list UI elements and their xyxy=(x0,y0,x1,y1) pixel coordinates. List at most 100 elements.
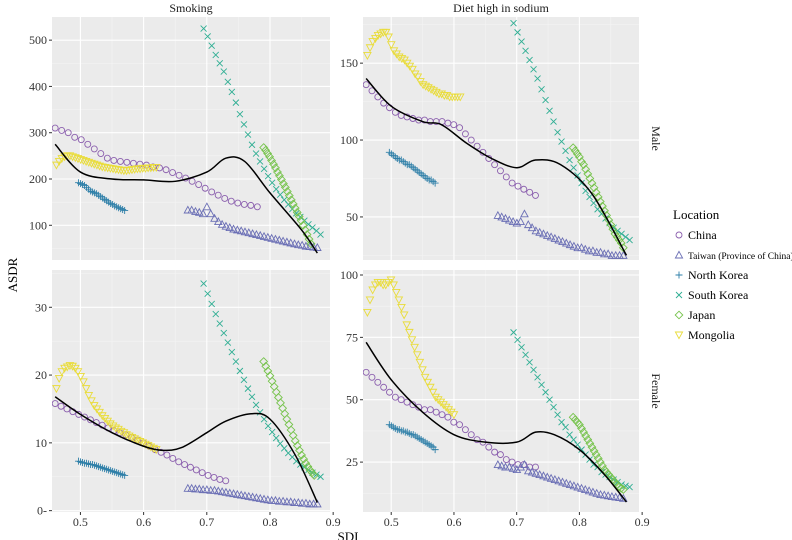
data-point xyxy=(121,206,129,214)
data-point xyxy=(244,385,252,392)
data-point xyxy=(603,491,613,500)
legend-item: North Korea xyxy=(675,268,749,282)
data-point xyxy=(73,155,83,164)
data-point xyxy=(201,184,209,192)
data-point xyxy=(415,358,425,367)
data-point xyxy=(423,378,433,387)
series-south-korea xyxy=(200,25,324,238)
data-point xyxy=(228,88,236,96)
data-point xyxy=(216,320,224,327)
data-point xyxy=(123,158,131,166)
data-point xyxy=(84,140,92,148)
data-point xyxy=(255,230,265,239)
data-point xyxy=(271,234,280,243)
data-point xyxy=(297,450,307,460)
data-point xyxy=(236,110,244,118)
data-point xyxy=(221,487,231,496)
data-point xyxy=(202,485,212,494)
data-point xyxy=(216,59,224,67)
panel-1-1 xyxy=(363,270,643,512)
data-point xyxy=(84,391,94,400)
data-point xyxy=(89,160,99,169)
data-point xyxy=(614,482,624,492)
data-point xyxy=(95,162,104,171)
data-point xyxy=(280,182,290,192)
data-point xyxy=(539,471,548,480)
data-point xyxy=(222,477,230,485)
y-tick-label: 100 xyxy=(29,218,47,232)
data-point xyxy=(248,141,256,149)
data-point xyxy=(127,166,137,175)
data-point xyxy=(208,42,216,50)
data-point xyxy=(546,473,556,482)
data-point xyxy=(491,448,499,456)
data-point xyxy=(596,247,605,256)
legend-item: Mongolia xyxy=(674,328,735,342)
data-point xyxy=(394,296,404,305)
series-north-korea xyxy=(75,457,129,479)
data-point xyxy=(187,463,194,471)
data-point xyxy=(565,240,575,249)
data-point xyxy=(240,227,250,236)
data-point xyxy=(542,388,549,396)
data-point xyxy=(141,164,150,173)
panel-0-1 xyxy=(52,270,334,512)
series-japan xyxy=(568,143,628,253)
column-strip xyxy=(363,0,639,16)
data-point xyxy=(574,420,584,430)
data-point xyxy=(232,358,240,365)
legend-label: Japan xyxy=(688,308,715,322)
data-point xyxy=(169,454,177,462)
data-point xyxy=(206,209,216,218)
data-point xyxy=(514,29,521,36)
data-point xyxy=(363,368,370,376)
data-point xyxy=(292,441,302,451)
series-japan xyxy=(259,357,319,480)
data-point xyxy=(200,280,207,287)
plot-area xyxy=(52,280,324,508)
data-point xyxy=(433,396,443,405)
data-point xyxy=(530,65,537,73)
data-point xyxy=(221,194,229,202)
data-point xyxy=(54,157,64,166)
data-point xyxy=(603,249,613,258)
data-point xyxy=(255,493,265,502)
data-point xyxy=(228,348,236,356)
data-point xyxy=(444,413,452,421)
data-point xyxy=(290,239,299,248)
legend: Location China Taiwan (Province of China) N… xyxy=(673,207,792,342)
data-point xyxy=(229,489,238,498)
series-taiwan-province-of-china- xyxy=(183,483,322,508)
data-point xyxy=(157,448,165,456)
data-point xyxy=(497,212,507,221)
data-point xyxy=(526,188,534,196)
data-point xyxy=(214,191,222,199)
y-tick-label: 0- xyxy=(37,504,47,518)
data-point xyxy=(213,217,223,226)
y-tick-label: 300 xyxy=(29,126,47,140)
panel-1-0 xyxy=(363,17,643,260)
data-point xyxy=(508,458,516,466)
plot-area xyxy=(52,25,324,254)
data-point xyxy=(217,219,227,228)
data-point xyxy=(368,38,378,47)
data-point xyxy=(391,393,399,401)
data-point xyxy=(213,486,223,495)
data-point xyxy=(516,462,526,471)
data-point xyxy=(409,401,417,409)
data-point xyxy=(380,383,388,391)
data-point xyxy=(252,230,261,238)
data-point xyxy=(402,321,412,330)
y-tick-label: 30 xyxy=(35,300,47,314)
data-point xyxy=(510,19,517,27)
data-point xyxy=(622,482,629,490)
data-point xyxy=(280,444,288,452)
data-point xyxy=(508,217,518,226)
smooth-trend-line xyxy=(365,78,628,256)
data-point xyxy=(163,451,171,459)
data-point xyxy=(309,224,316,231)
data-point xyxy=(397,303,406,312)
data-point xyxy=(301,498,311,507)
data-point xyxy=(558,138,565,145)
data-point xyxy=(426,406,434,414)
